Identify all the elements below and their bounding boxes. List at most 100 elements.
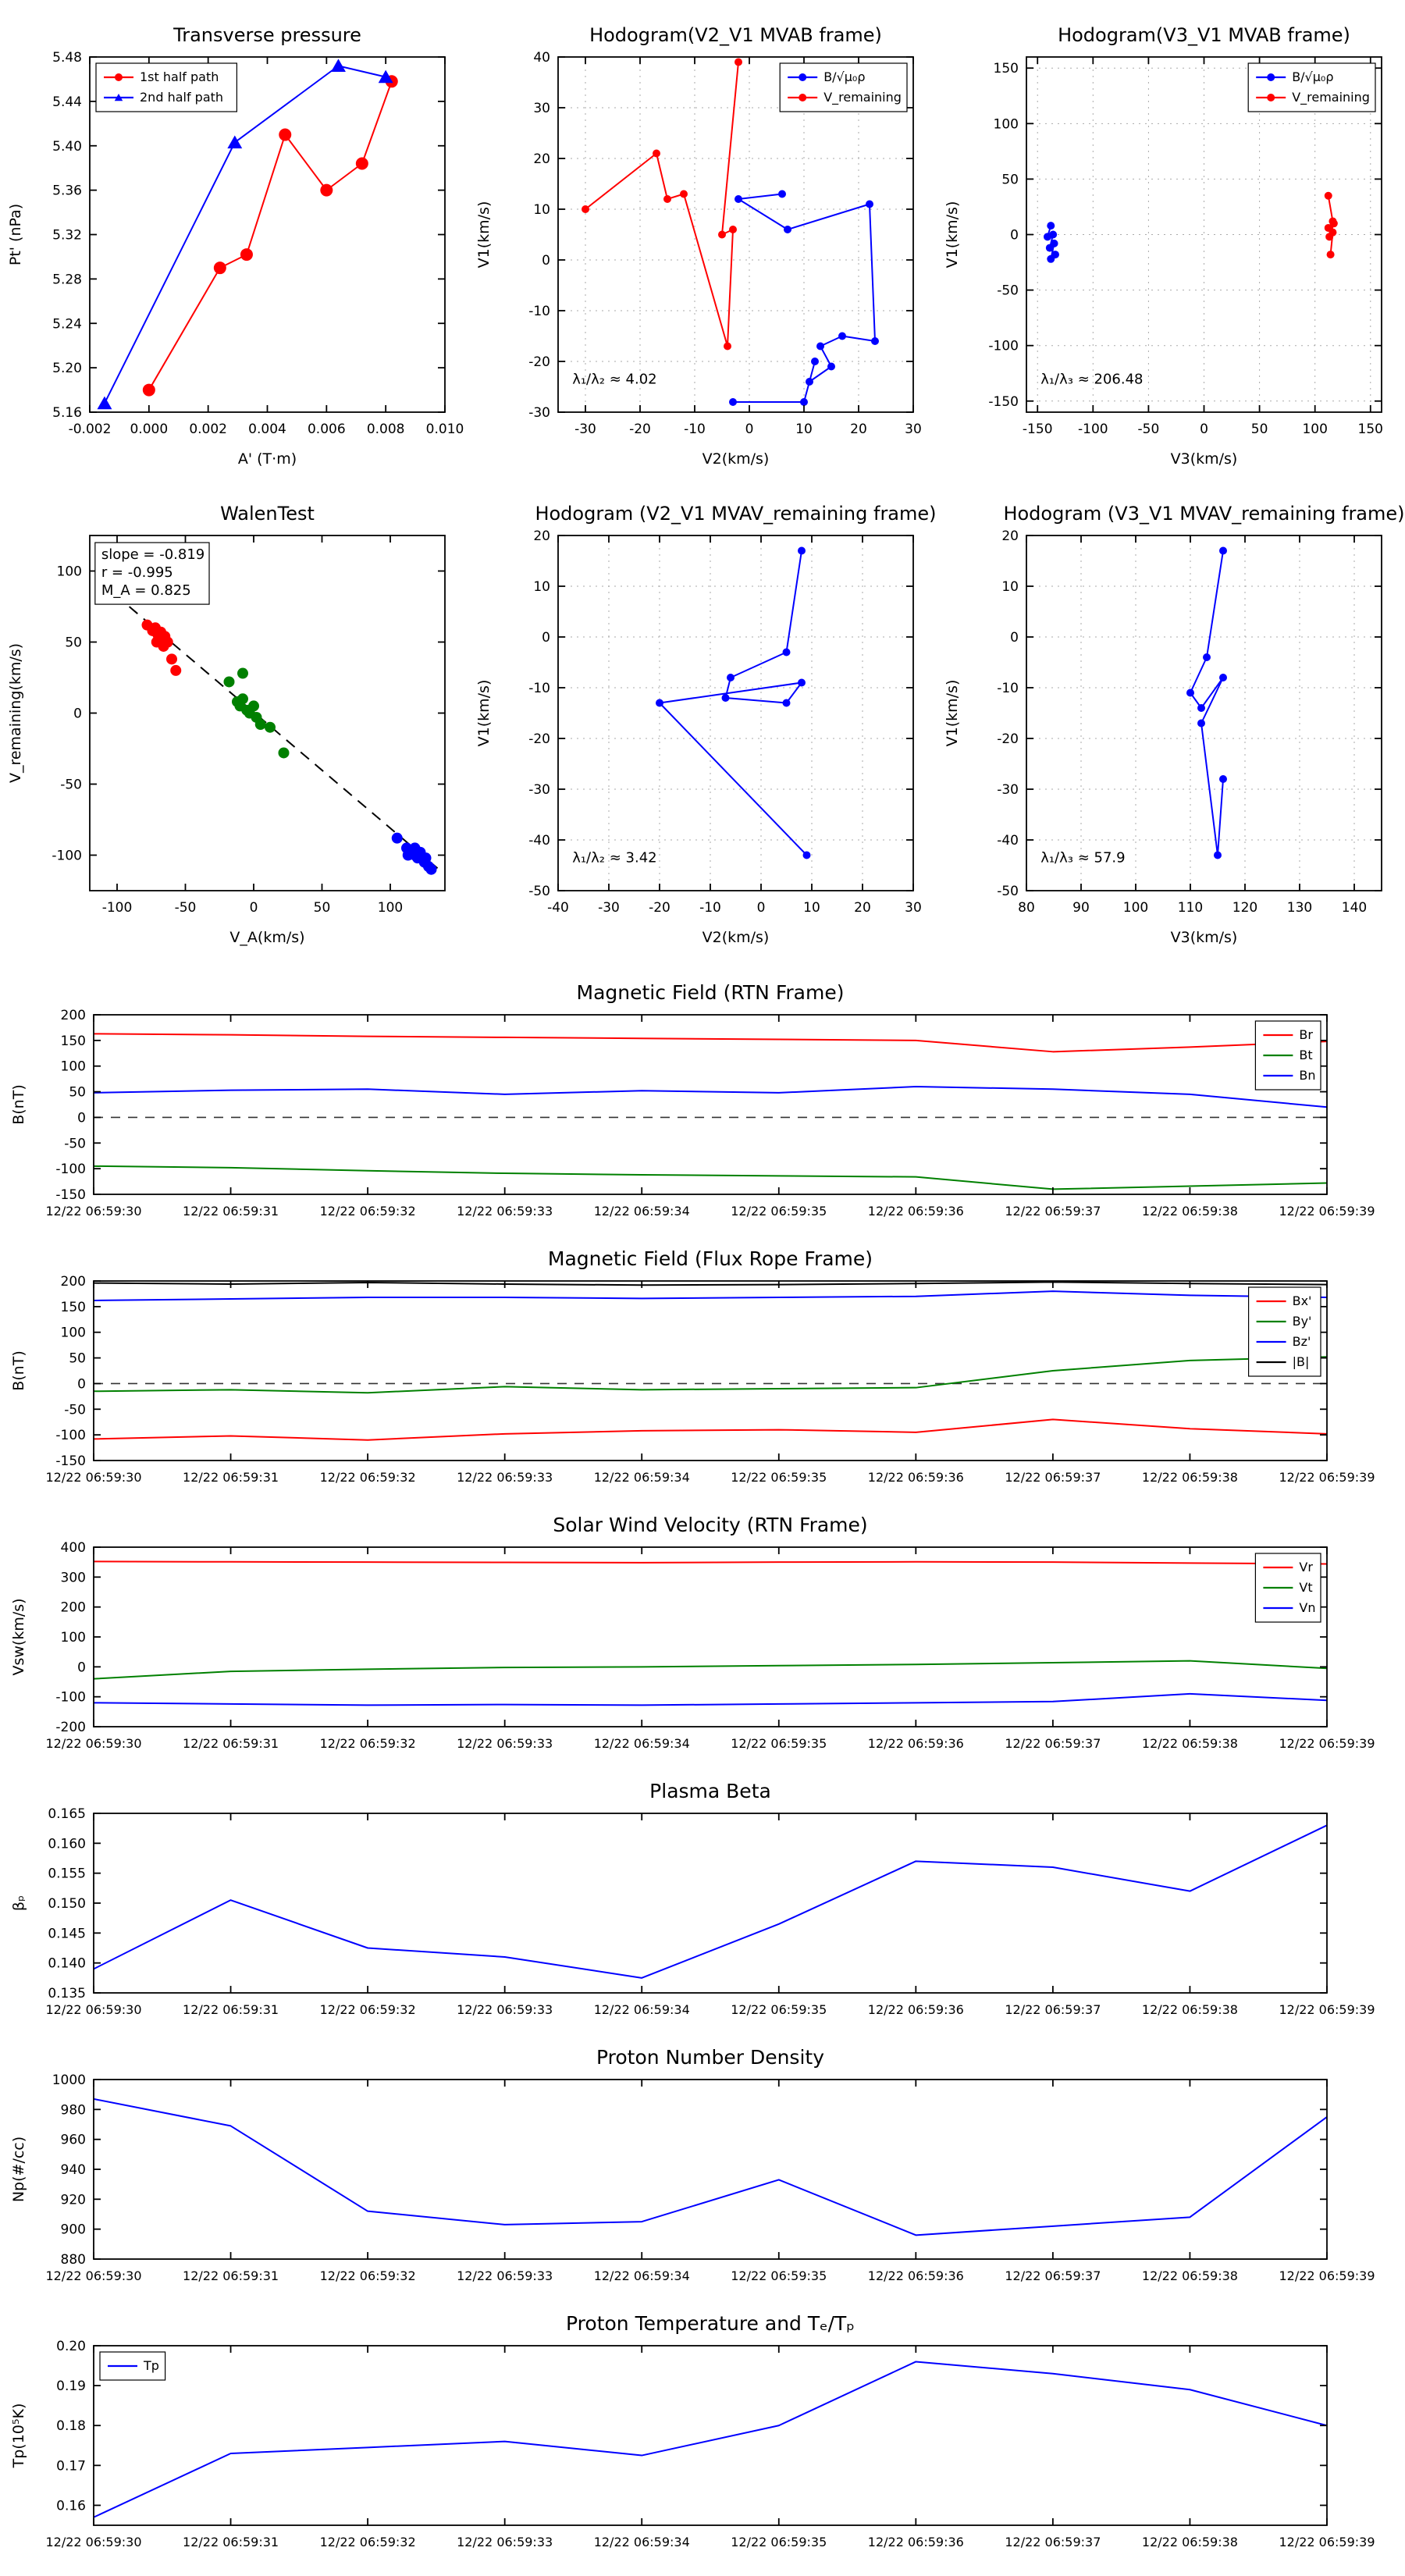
x-tick-label: 12/22 06:59:36 [868, 1736, 964, 1751]
chart-canvas-hodogram-v2v1-mvab: -30 -20 -10 0 10 20 30 -30 -20 -10 0 10 20 30 40 Hodogr… [475, 24, 922, 468]
legend-box [95, 62, 237, 112]
y-tick-label: 0.17 [56, 2458, 86, 2474]
marker-dot-icon [663, 195, 671, 203]
y-tick-label: -10 [528, 304, 550, 319]
x-tick-label: 12/22 06:59:37 [1005, 1204, 1101, 1219]
chart-title: Hodogram (V2_V1 MVAV_remaining frame) [535, 503, 936, 525]
chart-title: Magnetic Field (Flux Rope Frame) [548, 1247, 873, 1270]
y-tick-label: 0.16 [56, 2498, 86, 2514]
x-tick-label: 12/22 06:59:38 [1142, 1204, 1238, 1219]
y-tick-label: 0.135 [48, 1986, 86, 2001]
x-tick-label: 12/22 06:59:32 [320, 2268, 416, 2283]
y-tick-label: 5.24 [52, 316, 82, 332]
y-tick-label: -100 [55, 1162, 86, 1177]
x-tick-label: 10 [803, 900, 820, 916]
x-axis-label: V3(km/s) [1171, 450, 1238, 468]
marker-dot-icon [653, 149, 660, 158]
y-tick-label: 50 [69, 1351, 86, 1367]
x-tick-label: 12/22 06:59:31 [183, 1204, 279, 1219]
chart-title: Transverse pressure [173, 24, 361, 46]
chart-canvas-transverse-pressure: -0.002 0.000 0.002 0.004 0.006 0.008 0.010 5.16… [7, 24, 464, 468]
y-axis-label: Np(#/cc) [10, 2137, 27, 2202]
axes-frame [93, 1813, 1328, 1994]
y-tick-label: 50 [1001, 172, 1019, 187]
x-tick-label: 12/22 06:59:34 [594, 2535, 690, 2549]
marker-dot-icon [656, 699, 663, 707]
annotation-text: r = -0.995 [101, 564, 173, 581]
legend-label: |B| [1293, 1354, 1310, 1369]
series-line-b [659, 550, 808, 856]
y-tick-label: -20 [528, 731, 550, 747]
x-tick-label: 0.008 [367, 422, 405, 437]
x-tick-label: 12/22 06:59:37 [1005, 1736, 1101, 1751]
marker-dot-icon [1197, 719, 1205, 728]
legend-box [779, 62, 908, 112]
x-axis-label: A' (T·m) [238, 450, 297, 468]
y-tick-label: -50 [64, 1402, 86, 1418]
marker-dot-icon [1049, 230, 1058, 239]
panel-plasma-beta: 12/22 06:59:30 12/22 06:59:31 12/22 06:59:… [0, 1774, 1405, 2036]
x-tick-label: 12/22 06:59:36 [868, 1204, 964, 1219]
marker-triangle-icon [227, 135, 243, 149]
series-line-vt [93, 1660, 1328, 1680]
y-axis-label: B(nT) [10, 1084, 27, 1125]
x-tick-label: -10 [699, 900, 721, 916]
legend-label: Vn [1299, 1600, 1315, 1615]
x-tick-label: 12/22 06:59:39 [1279, 2535, 1375, 2549]
x-tick-label: 12/22 06:59:33 [457, 2002, 553, 2017]
series-line-b [93, 1281, 1328, 1286]
panel-hodogram-v2v1-mvav: -40 -30 -20 -10 0 10 20 30 -50 -40 -30 -20 -10 0 10 20 H… [468, 490, 937, 962]
x-tick-label: 100 [1123, 900, 1148, 916]
y-tick-label: 200 [61, 1274, 86, 1290]
y-tick-label: 0 [77, 1660, 86, 1675]
marker-dot-icon [1329, 228, 1337, 237]
y-axis-label: V1(km/s) [475, 201, 493, 269]
y-tick-label: -30 [528, 405, 550, 421]
x-tick-label: 12/22 06:59:32 [320, 2002, 416, 2017]
y-tick-label: -100 [55, 1690, 86, 1706]
x-tick-label: 0 [745, 422, 754, 437]
x-tick-label: 120 [1232, 900, 1257, 916]
axes-frame [93, 1280, 1328, 1461]
chart-canvas-mag-fluxrope: 12/22 06:59:30 12/22 06:59:31 12/22 06:59:… [10, 1247, 1375, 1485]
marker-dot-icon [170, 664, 182, 676]
y-tick-label: 200 [61, 1008, 86, 1023]
annotation-box [94, 542, 210, 605]
panel-hodogram-v2v1-mvab: -30 -20 -10 0 10 20 30 -30 -20 -10 0 10 20 30 40 Hodogr… [468, 12, 937, 484]
y-tick-label: -40 [528, 833, 550, 849]
x-tick-label: -100 [102, 900, 133, 916]
legend-label: 2nd half path [140, 90, 223, 105]
chart-canvas-sw-velocity: 12/22 06:59:30 12/22 06:59:31 12/22 06:59:… [10, 1514, 1375, 1751]
y-tick-label: 100 [61, 1325, 86, 1341]
marker-dot-icon [391, 832, 403, 844]
y-tick-label: 40 [533, 50, 550, 66]
x-tick-label: 12/22 06:59:34 [594, 2002, 690, 2017]
y-tick-label: 0.145 [48, 1926, 86, 1941]
y-tick-label: 10 [1001, 579, 1019, 595]
legend-label: V_remaining [823, 90, 902, 105]
legend-label: Bx' [1293, 1293, 1312, 1308]
marker-dot-icon [799, 94, 807, 101]
y-tick-label: 5.44 [52, 94, 82, 110]
marker-dot-icon [1219, 775, 1227, 783]
marker-dot-icon [784, 226, 791, 233]
chart-title: Solar Wind Velocity (RTN Frame) [553, 1514, 867, 1536]
x-axis-label: V_A(km/s) [229, 929, 304, 946]
y-tick-label: 0 [73, 706, 82, 722]
x-tick-label: 100 [1302, 422, 1327, 437]
y-tick-label: -200 [55, 1720, 86, 1735]
x-tick-label: 12/22 06:59:37 [1005, 1470, 1101, 1485]
axes-frame [93, 1546, 1328, 1727]
y-tick-label: 5.16 [52, 405, 82, 421]
x-tick-label: 80 [1018, 900, 1035, 916]
x-tick-label: 20 [854, 900, 871, 916]
marker-dot-icon [800, 398, 808, 406]
x-tick-label: -30 [598, 900, 620, 916]
marker-dot-icon [871, 337, 879, 345]
y-tick-label: 20 [533, 151, 550, 167]
panel-proton-density: 12/22 06:59:30 12/22 06:59:31 12/22 06:59:… [0, 2041, 1405, 2302]
marker-dot-icon [806, 378, 813, 386]
y-tick-label: -30 [528, 782, 550, 798]
x-tick-label: 12/22 06:59:35 [731, 2535, 827, 2549]
marker-triangle-icon [97, 396, 112, 410]
